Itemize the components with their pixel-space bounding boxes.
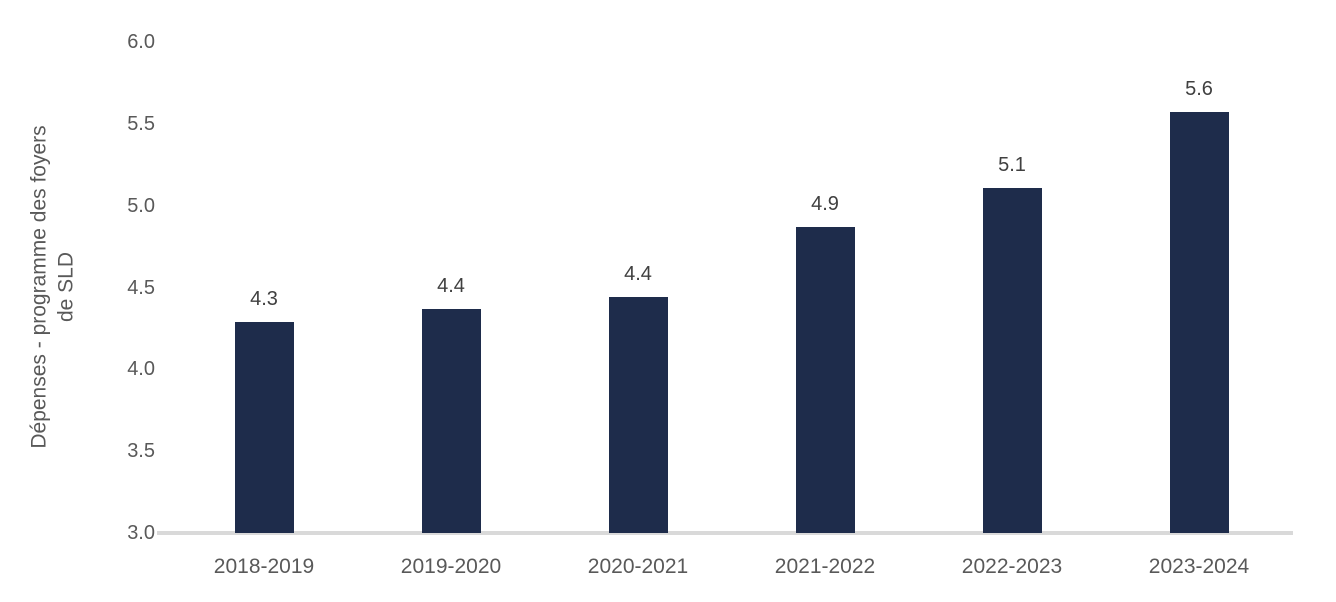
y-tick-label: 3.5 (127, 440, 155, 463)
bar-value-label: 4.9 (811, 192, 839, 215)
x-axis-label-2021-2022: 2021-2022 (774, 555, 876, 578)
bar-value-label: 4.3 (250, 287, 278, 310)
bar-2019-2020 (421, 308, 481, 533)
bar-2020-2021 (608, 297, 668, 533)
y-tick-label: 3.0 (127, 522, 155, 544)
bar-value-label: 4.4 (437, 274, 465, 297)
y-tick-label: 5.5 (127, 112, 155, 135)
bar-2018-2019 (234, 321, 294, 533)
x-axis-label-2023-2024: 2023-2024 (1148, 555, 1250, 578)
y-axis-title: Dépenses - programme des foyers de SLD (24, 42, 82, 533)
y-tick-label: 4.0 (127, 358, 155, 381)
y-axis-title-line1: Dépenses - programme des foyers (27, 125, 51, 449)
bar-value-label: 5.1 (998, 153, 1026, 176)
y-tick-label: 5.0 (127, 194, 155, 217)
x-axis-label-2020-2021: 2020-2021 (587, 555, 689, 578)
bar-2021-2022 (795, 226, 855, 533)
x-axis-line (157, 531, 1293, 535)
bar-2023-2024 (1169, 112, 1229, 533)
y-tick-label: 6.0 (127, 31, 155, 53)
y-tick-label: 4.5 (127, 276, 155, 299)
x-axis-label-2018-2019: 2018-2019 (213, 555, 315, 578)
bar-value-label: 4.4 (624, 263, 652, 286)
y-axis-title-line2: de SLD (54, 251, 78, 323)
bar-2022-2023 (982, 187, 1042, 533)
x-axis-label-2022-2023: 2022-2023 (961, 555, 1063, 578)
x-axis-label-2019-2020: 2019-2020 (400, 555, 502, 578)
bar-value-label: 5.6 (1185, 78, 1213, 101)
